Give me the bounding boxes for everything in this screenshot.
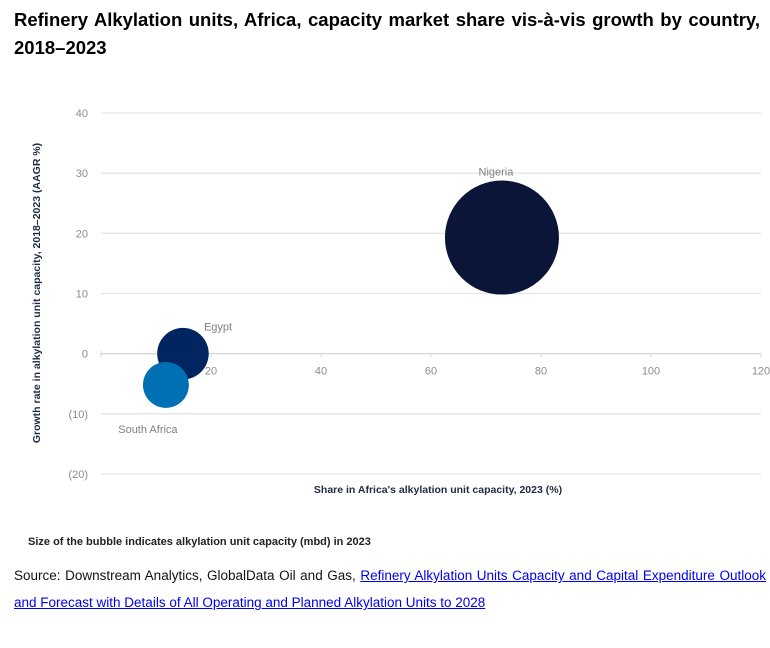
x-tick-label: 120 xyxy=(752,366,770,378)
x-tick-label: 20 xyxy=(205,366,217,378)
bubble-label: Egypt xyxy=(204,322,232,334)
x-tick-label: 80 xyxy=(535,366,547,378)
gridlines xyxy=(101,112,761,475)
y-tick-label: 30 xyxy=(76,168,88,180)
bubbles: Nigeria Egypt South Africa xyxy=(118,167,559,436)
x-tick-label: 60 xyxy=(425,366,437,378)
x-tick-label: 40 xyxy=(315,366,327,378)
bubble-size-note: Size of the bubble indicates alkylation … xyxy=(28,536,371,548)
source-report-link[interactable]: Refinery Alkylation Units Capacity and C… xyxy=(14,568,766,610)
source-text: Source: Downstream Analytics, GlobalData… xyxy=(14,562,766,616)
bubble-label: South Africa xyxy=(118,424,178,436)
y-tick-label: 0 xyxy=(82,349,88,361)
y-tick-label: 40 xyxy=(76,108,88,120)
chart-title: Refinery Alkylation units, Africa, capac… xyxy=(14,9,760,58)
source-prefix: Source: Downstream Analytics, GlobalData… xyxy=(14,568,361,583)
y-tick-label: (10) xyxy=(68,409,88,421)
bubble-label: Nigeria xyxy=(479,167,515,179)
y-axis-label: Growth rate in alkylation unit capacity,… xyxy=(31,143,43,443)
x-tick-label: 100 xyxy=(642,366,660,378)
y-tick-label: 10 xyxy=(76,289,88,301)
y-tick-label: 20 xyxy=(76,228,88,240)
y-tick-label: (20) xyxy=(68,469,88,481)
bubble-south-africa xyxy=(142,362,189,408)
x-axis-label: Share in Africa's alkylation unit capaci… xyxy=(314,484,562,496)
bubble-nigeria xyxy=(444,180,559,295)
